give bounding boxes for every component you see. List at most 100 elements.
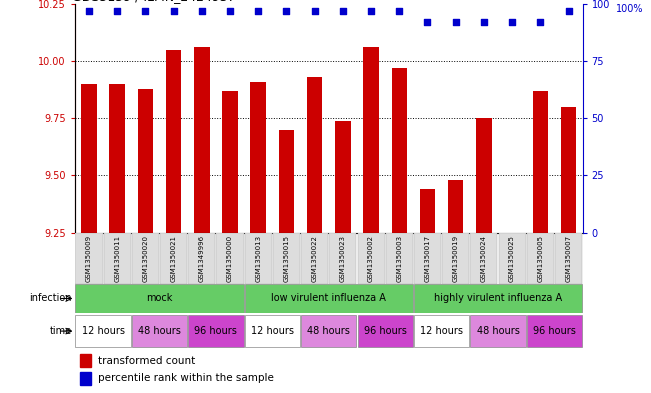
Text: 12 hours: 12 hours [81,326,124,336]
Text: 100%: 100% [616,4,643,14]
Text: GSM1350015: GSM1350015 [283,235,290,282]
Text: GSM1350002: GSM1350002 [368,235,374,282]
Bar [80,372,91,385]
Point [422,19,433,26]
Bar [442,233,469,284]
Bar [386,233,413,284]
Bar [81,84,97,233]
Bar [194,48,210,233]
Point [140,7,150,14]
Bar [357,315,413,347]
Text: GSM1350024: GSM1350024 [481,235,487,282]
Bar [301,315,356,347]
Text: GSM1350020: GSM1350020 [143,235,148,282]
Text: GSM1350011: GSM1350011 [114,235,120,282]
Bar [76,285,243,313]
Bar [414,285,582,313]
Text: GSM1350005: GSM1350005 [537,235,544,282]
Bar [527,233,554,284]
Bar [476,118,492,233]
Bar [166,50,182,233]
Text: 96 hours: 96 hours [533,326,576,336]
Text: 48 hours: 48 hours [477,326,519,336]
Bar [329,233,356,284]
Text: time: time [49,326,72,336]
Bar [561,107,576,233]
Text: highly virulent influenza A: highly virulent influenza A [434,294,562,303]
Bar [533,91,548,233]
Bar [137,88,153,233]
Bar [527,315,582,347]
Point [253,7,264,14]
Point [112,7,122,14]
Point [535,19,546,26]
Point [281,7,292,14]
Bar [160,233,187,284]
Text: GSM1350007: GSM1350007 [566,235,572,282]
Point [169,7,179,14]
Bar [363,48,379,233]
Text: 12 hours: 12 hours [251,326,294,336]
Bar [80,354,91,367]
Bar [251,82,266,233]
Bar [414,315,469,347]
Bar [245,233,271,284]
Bar [555,233,582,284]
Bar [76,233,102,284]
Point [225,7,235,14]
Point [84,7,94,14]
Text: GSM1350017: GSM1350017 [424,235,430,282]
Text: GSM1350025: GSM1350025 [509,235,515,282]
Bar [109,84,125,233]
Bar [301,233,328,284]
Bar [420,189,436,233]
Bar [414,233,441,284]
Bar [245,315,300,347]
Bar [76,315,131,347]
Text: 48 hours: 48 hours [138,326,181,336]
Text: 48 hours: 48 hours [307,326,350,336]
Bar [357,233,385,284]
Bar [245,285,413,313]
Point [394,7,404,14]
Point [450,19,461,26]
Bar [217,233,243,284]
Bar [307,77,322,233]
Bar [273,233,300,284]
Bar [499,233,525,284]
Point [366,7,376,14]
Bar [132,315,187,347]
Point [563,7,574,14]
Text: GSM1350013: GSM1350013 [255,235,261,282]
Bar [132,233,159,284]
Point [338,7,348,14]
Text: percentile rank within the sample: percentile rank within the sample [98,373,273,384]
Bar [335,121,351,233]
Bar [188,315,243,347]
Bar [188,233,215,284]
Bar [448,180,464,233]
Text: GSM1349996: GSM1349996 [199,235,205,282]
Text: GSM1350000: GSM1350000 [227,235,233,282]
Text: 12 hours: 12 hours [420,326,463,336]
Point [197,7,207,14]
Text: GSM1350019: GSM1350019 [452,235,459,282]
Text: 96 hours: 96 hours [195,326,238,336]
Point [507,19,518,26]
Bar [471,315,525,347]
Bar [104,233,131,284]
Point [478,19,489,26]
Text: low virulent influenza A: low virulent influenza A [271,294,386,303]
Text: GSM1350022: GSM1350022 [312,235,318,282]
Bar [471,233,497,284]
Text: GSM1350023: GSM1350023 [340,235,346,282]
Text: mock: mock [146,294,173,303]
Text: transformed count: transformed count [98,356,195,366]
Bar [391,68,407,233]
Bar [222,91,238,233]
Text: infection: infection [29,294,72,303]
Text: 96 hours: 96 hours [364,326,407,336]
Text: GSM1350003: GSM1350003 [396,235,402,282]
Text: GDS5159 / ILMN_2424937: GDS5159 / ILMN_2424937 [72,0,236,3]
Bar [279,130,294,233]
